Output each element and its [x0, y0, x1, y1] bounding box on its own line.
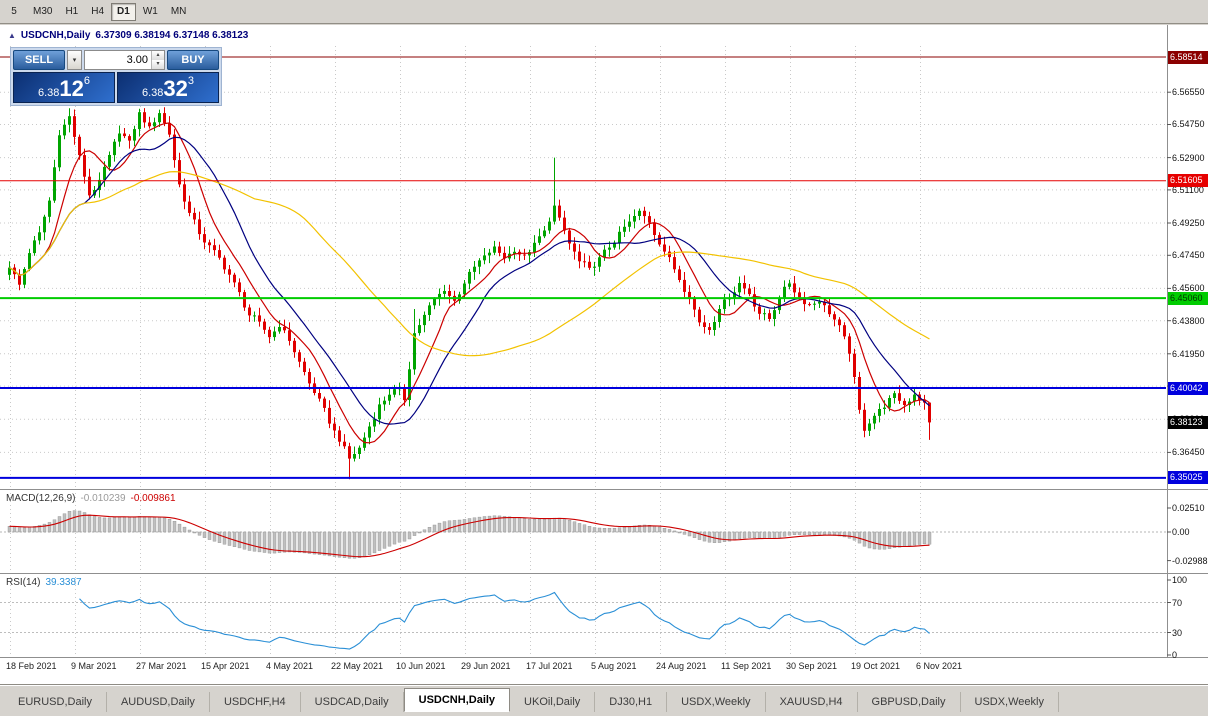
macd-signal-value: -0.009861 [130, 493, 176, 504]
macd-histogram [7, 510, 932, 559]
current-price-badge: 6.38123 [1168, 415, 1208, 429]
date-tick-label: 6 Nov 2021 [916, 661, 963, 671]
timeframe-button-h4[interactable]: H4 [85, 3, 110, 21]
chart-tab[interactable]: UKOil,Daily [510, 692, 596, 712]
buy-price-base: 6.38 [141, 87, 164, 99]
sell-price-pipette: 6 [83, 75, 91, 87]
one-click-collapse-icon[interactable]: ▲ [8, 31, 16, 40]
rsi-line [79, 591, 930, 650]
price-tick-label: 6.43800 [1172, 315, 1205, 326]
ohlc-values: 6.37309 6.38194 6.37148 6.38123 [95, 30, 249, 41]
date-tick-label: 5 Aug 2021 [591, 661, 637, 671]
chart-tab[interactable]: USDX,Weekly [961, 692, 1059, 712]
price-level-badge: 6.51605 [1168, 174, 1208, 188]
date-tick-label: 19 Oct 2021 [851, 661, 901, 671]
price-tick-label: 6.47450 [1172, 250, 1205, 261]
volume-dropdown-button[interactable]: ▾ [67, 50, 82, 70]
chart-tab[interactable]: USDCHF,H4 [210, 692, 301, 712]
macd-tick-label: 0.02510 [1172, 503, 1205, 513]
macd-tick-label: 0.00 [1172, 527, 1190, 537]
sell-price-display[interactable]: 6.38 12 6 [13, 72, 115, 103]
price-tick-label: 6.41950 [1172, 348, 1205, 359]
macd-tick-label: -0.02988 [1172, 555, 1208, 566]
chart-tab[interactable]: USDCAD,Daily [301, 692, 404, 712]
timeframe-button-h1[interactable]: H1 [59, 3, 84, 21]
chart-tab[interactable]: AUDUSD,Daily [107, 692, 210, 712]
candles [8, 107, 931, 480]
timeframe-button-5[interactable]: 5 [2, 3, 26, 21]
ma-mid-line [9, 136, 930, 425]
ma-fast-line [9, 122, 930, 444]
date-tick-label: 10 Jun 2021 [396, 661, 446, 671]
date-tick-label: 11 Sep 2021 [721, 661, 772, 671]
trade-controls-row: SELL ▾ 3.00 ▴ ▾ BUY [13, 50, 219, 70]
chart-tab[interactable]: USDX,Weekly [667, 692, 766, 712]
ohlc-line: ▲ USDCNH,Daily 6.37309 6.38194 6.37148 6… [8, 30, 248, 41]
trade-prices-row: 6.38 12 6 6.38 32 3 [13, 72, 219, 103]
macd-signal-line [9, 514, 930, 558]
chart-tab[interactable]: USDCNH,Daily [403, 688, 511, 712]
rsi-name: RSI(14) [6, 577, 41, 588]
chart-tab[interactable]: EURUSD,Daily [4, 692, 107, 712]
date-tick-label: 27 Mar 2021 [136, 661, 187, 671]
chart-tab[interactable]: GBPUSD,Daily [858, 692, 961, 712]
date-tick-label: 18 Feb 2021 [6, 661, 57, 671]
volume-stepper[interactable]: ▴ ▾ [151, 51, 164, 69]
rsi-tick-label: 100 [1172, 575, 1188, 585]
macd-name: MACD(12,26,9) [6, 493, 76, 504]
one-click-trading-panel: SELL ▾ 3.00 ▴ ▾ BUY 6.38 12 6 6.38 32 3 [10, 47, 222, 106]
buy-price-pips: 32 [163, 76, 188, 101]
spinner-up-icon[interactable]: ▴ [152, 51, 164, 60]
date-tick-label: 4 May 2021 [266, 661, 314, 671]
chart-tab-bar: EURUSD,Daily AUDUSD,Daily USDCHF,H4 USDCAD,… [0, 684, 1208, 716]
rsi-tick-label: 30 [1172, 627, 1183, 638]
rsi-title: RSI(14) 39.3387 [6, 577, 82, 588]
grid [0, 46, 1166, 655]
spinner-down-icon[interactable]: ▾ [152, 60, 164, 69]
volume-field[interactable]: 3.00 ▴ ▾ [84, 50, 165, 70]
timeframe-button-m30[interactable]: M30 [27, 3, 58, 21]
price-tick-label: 6.54750 [1172, 119, 1205, 130]
date-tick-label: 22 May 2021 [331, 661, 384, 671]
date-tick-label: 24 Aug 2021 [656, 661, 707, 671]
ma-slow-line [9, 170, 930, 357]
date-tick-label: 9 Mar 2021 [71, 661, 117, 671]
timeframe-button-d1[interactable]: D1 [111, 2, 136, 21]
date-tick-label: 29 Jun 2021 [461, 661, 511, 671]
sell-button[interactable]: SELL [13, 50, 65, 70]
buy-button[interactable]: BUY [167, 50, 219, 70]
timeframe-button-mn[interactable]: MN [165, 3, 193, 21]
timeframe-button-w1[interactable]: W1 [137, 3, 164, 21]
symbol-label: USDCNH,Daily [20, 30, 91, 41]
date-tick-label: 15 Apr 2021 [201, 661, 250, 671]
price-tick-label: 6.56550 [1172, 87, 1205, 98]
rsi-tick-label: 70 [1172, 597, 1183, 608]
timeframe-toolbar: 5 M30 H1 H4 D1 W1 MN [0, 0, 1208, 24]
price-tick-label: 6.52900 [1172, 152, 1205, 163]
price-level-badge: 6.45060 [1168, 291, 1208, 305]
price-level-badge: 6.40042 [1168, 381, 1208, 395]
volume-value[interactable]: 3.00 [126, 54, 148, 66]
price-tick-label: 6.51100 [1172, 184, 1204, 195]
sell-price-base: 6.38 [37, 87, 60, 99]
macd-title: MACD(12,26,9) -0.010239 -0.009861 [6, 493, 176, 504]
price-tick-label: 6.49250 [1172, 218, 1205, 229]
price-tick-label: 6.36450 [1172, 447, 1205, 458]
macd-value: -0.010239 [80, 493, 126, 504]
buy-price-pipette: 3 [187, 75, 195, 87]
rsi-tick-label: 0 [1172, 650, 1178, 660]
price-level-badge: 6.58514 [1168, 50, 1208, 64]
price-tick-label: 6.45600 [1172, 283, 1205, 294]
date-tick-label: 30 Sep 2021 [786, 661, 838, 671]
sell-price-pips: 12 [59, 76, 84, 101]
chevron-down-icon: ▾ [72, 57, 77, 64]
buy-price-display[interactable]: 6.38 32 3 [117, 72, 219, 103]
chart-tab[interactable]: DJ30,H1 [595, 692, 668, 712]
chart-tab[interactable]: XAUUSD,H4 [766, 692, 858, 712]
price-level-badge: 6.35025 [1168, 471, 1208, 485]
date-tick-label: 17 Jul 2021 [526, 661, 573, 671]
rsi-value: 39.3387 [45, 577, 82, 588]
